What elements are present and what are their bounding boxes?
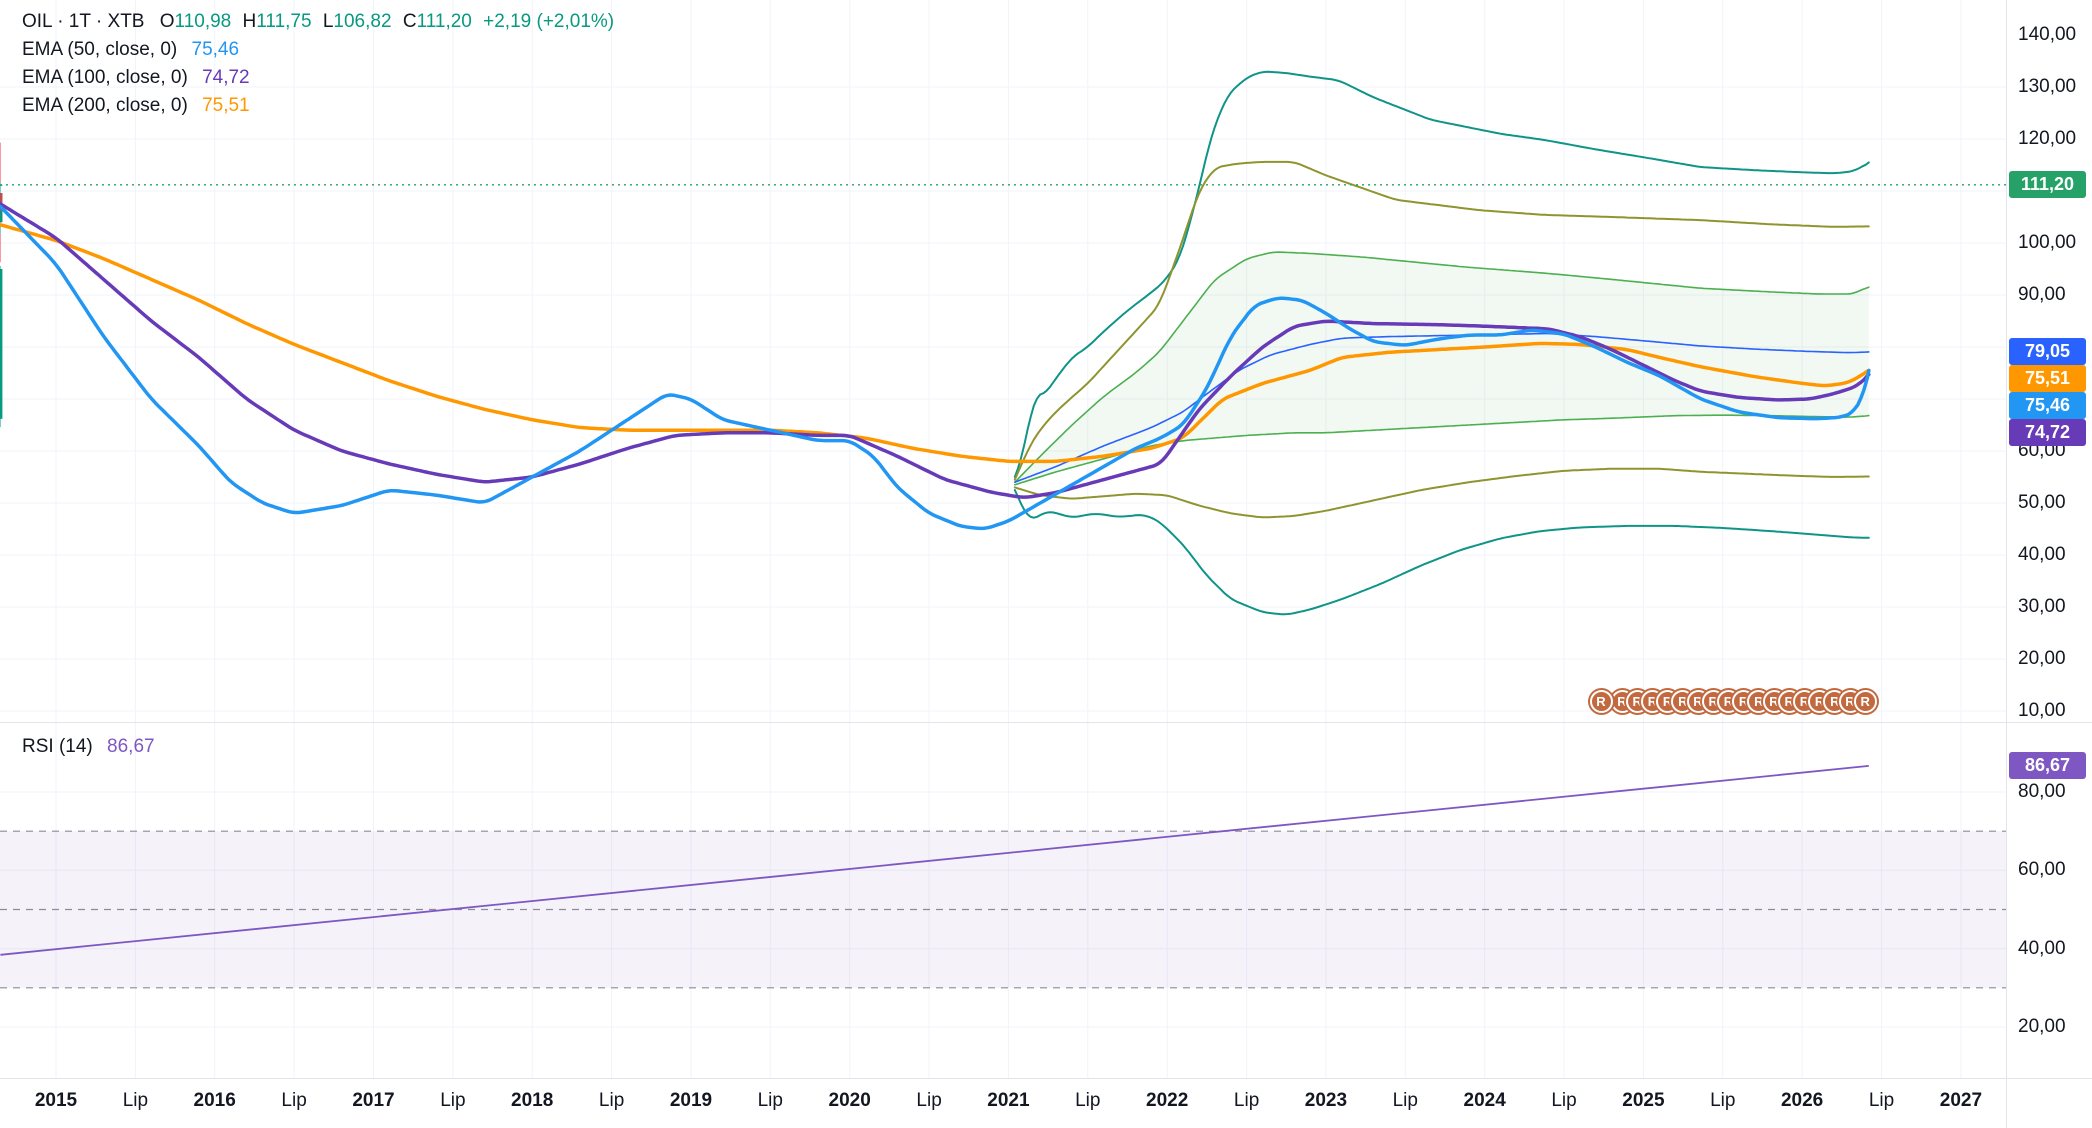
ema100-label: EMA (100, close, 0) [22,67,188,88]
time-tick-label: 2022 [1146,1090,1189,1111]
time-tick-label: 2015 [34,1090,78,1111]
time-tick-label: Lip [122,1090,149,1111]
chart-legend: OIL · 1T · XTB O110,98 H111,75 L106,82 C… [22,8,614,120]
price-tick-label: 10,00 [2018,700,2066,721]
time-tick-label: Lip [1551,1090,1577,1111]
time-tick-label: 2016 [193,1090,236,1111]
time-tick-label: 2024 [1463,1090,1506,1111]
price-tick-label: 90,00 [2018,284,2066,305]
price-tick-label: 20,00 [2018,648,2066,669]
price-badge: 74,72 [2009,419,2086,447]
time-tick-label: 2023 [1304,1090,1348,1111]
pane-divider-time-axis [0,1078,2092,1079]
time-tick-label: 2025 [1622,1090,1665,1111]
time-tick-label: 2020 [828,1090,871,1111]
indicator-row-ema50[interactable]: EMA (50, close, 0) 75,46 [22,36,614,64]
price-tick-label: 100,00 [2018,232,2077,253]
high-value: 111,75 [256,11,312,32]
rollover-marker-icon[interactable]: R [1587,687,1615,715]
close-label: C [402,11,417,32]
time-tick-label: 2021 [987,1090,1030,1111]
symbol-title[interactable]: OIL · 1T · XTB [22,11,145,32]
rsi-tick-label: 60,00 [2018,859,2066,881]
price-tick-label: 140,00 [2018,24,2077,45]
rsi-value: 86,67 [107,736,155,757]
time-tick-label: Lip [757,1090,783,1111]
time-tick-label: Lip [1868,1090,1895,1111]
time-tick-label: 2018 [511,1090,554,1111]
time-tick-label: Lip [1233,1090,1260,1111]
indicator-row-ema200[interactable]: EMA (200, close, 0) 75,51 [22,92,614,120]
close-value: 111,20 [416,11,472,32]
high-label: H [242,11,257,32]
price-tick-label: 120,00 [2018,128,2077,149]
price-axis-border [2006,0,2007,1128]
pane-divider-main-rsi[interactable] [0,722,2092,723]
rollover-marker-icon[interactable]: R [1851,687,1879,715]
rsi-tick-label: 80,00 [2018,781,2066,802]
ema100-value: 74,72 [202,67,250,88]
rsi-tick-label: 40,00 [2018,937,2066,959]
ema50-value: 75,46 [191,39,240,60]
time-tick-label: Lip [440,1090,466,1111]
rsi-legend-row[interactable]: RSI (14) 86,67 [22,736,155,758]
price-tick-label: 50,00 [2018,492,2066,513]
ema50-label: EMA (50, close, 0) [22,39,178,60]
low-label: L [322,11,334,32]
time-tick-label: 2026 [1780,1090,1824,1111]
price-tick-label: 130,00 [2018,76,2077,97]
price-badge: 111,20 [2009,171,2086,199]
price-badge: 75,51 [2009,365,2086,393]
indicator-row-ema100[interactable]: EMA (100, close, 0) 74,72 [22,64,614,92]
price-badge: 79,05 [2009,338,2086,366]
symbol-row[interactable]: OIL · 1T · XTB O110,98 H111,75 L106,82 C… [22,8,614,36]
time-tick-label: Lip [598,1090,625,1111]
time-tick-label: 2017 [352,1090,395,1111]
price-badge: 75,46 [2009,392,2086,420]
time-tick-label: Lip [916,1090,942,1111]
time-tick-label: Lip [1392,1090,1418,1111]
price-tick-label: 30,00 [2018,596,2066,617]
change-value: +2,19 (+2,01%) [483,11,615,32]
rsi-tick-label: 20,00 [2018,1016,2066,1037]
rsi-badge: 86,67 [2009,752,2086,780]
ema200-value: 75,51 [202,95,250,116]
low-value: 106,82 [333,11,392,32]
ema200-label: EMA (200, close, 0) [22,95,188,116]
open-value: 110,98 [174,11,232,32]
rsi-label: RSI (14) [22,736,93,757]
time-tick-label: Lip [281,1090,307,1111]
time-tick-label: 2019 [669,1090,713,1111]
time-tick-label: Lip [1710,1090,1736,1111]
time-tick-label: 2027 [1939,1090,1983,1111]
open-label: O [159,11,175,32]
price-tick-label: 40,00 [2018,544,2066,565]
time-tick-label: Lip [1075,1090,1101,1111]
